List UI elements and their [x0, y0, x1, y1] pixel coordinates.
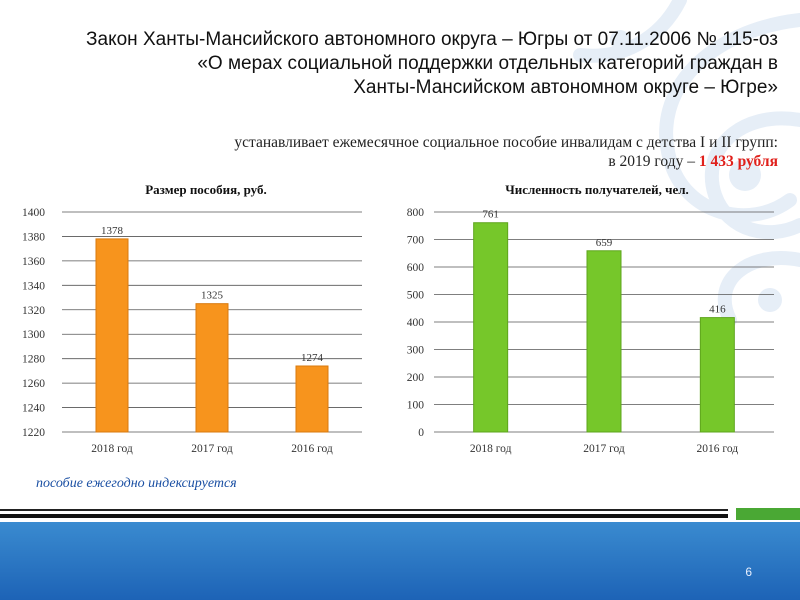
benefit-y-tick-label: 1340 — [22, 280, 45, 292]
footer-separator — [0, 508, 800, 520]
benefit-bar — [195, 303, 229, 433]
subtitle-line-2: в 2019 году – 1 433 рубля — [234, 152, 778, 171]
benefit-bar — [95, 238, 129, 433]
benefit-amount: 1 433 рубля — [698, 153, 778, 170]
recipients-y-tick-label: 200 — [407, 372, 425, 384]
title-line-1: Закон Ханты-Мансийского автономного окру… — [86, 29, 778, 50]
subtitle: устанавливает ежемесячное социальное пос… — [234, 133, 778, 171]
recipients-data-label: 659 — [596, 237, 613, 249]
recipients-y-tick-label: 600 — [407, 262, 425, 274]
recipients-category-label: 2018 год — [470, 443, 512, 455]
benefit-data-label: 1274 — [301, 352, 324, 364]
benefit-y-tick-label: 1280 — [22, 354, 45, 366]
recipients-category-label: 2016 год — [697, 443, 739, 455]
benefit-y-tick-label: 1300 — [22, 329, 45, 341]
title-line-2: «О мерах социальной поддержки отдельных … — [197, 53, 778, 74]
benefit-y-tick-label: 1360 — [22, 256, 45, 268]
benefit-y-tick-label: 1380 — [22, 231, 45, 243]
recipients-count-chart: Численность получателей, чел. 0 100 200 300 4… — [407, 182, 774, 455]
decorative-ornament — [573, 0, 800, 327]
indexation-note: пособие ежегодно индексируется — [36, 476, 237, 491]
benefit-title: Размер пособия, руб. — [145, 182, 267, 197]
title-line-3: Ханты-Мансийском автономном округе – Югр… — [353, 77, 778, 98]
subtitle-line-2-prefix: в 2019 году – — [608, 153, 699, 170]
recipients-y-tick-label: 100 — [407, 400, 425, 412]
recipients-bar — [586, 250, 622, 433]
recipients-bar — [473, 222, 509, 433]
recipients-y-tick-label: 300 — [407, 345, 425, 357]
benefit-y-tick-label: 1220 — [22, 427, 45, 439]
recipients-bar — [699, 317, 735, 433]
benefit-data-label: 1325 — [201, 290, 224, 302]
benefit-category-label: 2017 год — [191, 443, 233, 455]
recipients-data-label: 761 — [482, 209, 499, 221]
subtitle-line-1: устанавливает ежемесячное социальное пос… — [234, 134, 778, 151]
benefit-category-label: 2018 год — [91, 443, 133, 455]
benefit-data-label: 1378 — [101, 225, 124, 237]
page-number: 6 — [745, 565, 752, 579]
recipients-title: Численность получателей, чел. — [505, 182, 689, 197]
benefit-category-label: 2016 год — [291, 443, 333, 455]
recipients-y-tick-label: 0 — [418, 427, 424, 439]
recipients-category-label: 2017 год — [583, 443, 625, 455]
benefit-y-tick-label: 1240 — [22, 403, 45, 415]
recipients-y-tick-label: 500 — [407, 290, 425, 302]
recipients-y-tick-label: 800 — [407, 207, 425, 219]
recipients-y-tick-label: 700 — [407, 235, 425, 247]
benefit-bar — [295, 365, 329, 433]
recipients-y-tick-label: 400 — [407, 317, 425, 329]
page-title: Закон Ханты-Мансийского автономного окру… — [20, 28, 778, 100]
recipients-data-label: 416 — [709, 304, 726, 316]
benefit-y-tick-label: 1320 — [22, 305, 45, 317]
benefit-y-tick-label: 1400 — [22, 207, 45, 219]
benefit-size-chart: Размер пособия, руб. 1220 1240 1260 1280 1300… — [22, 182, 362, 455]
benefit-y-tick-label: 1260 — [22, 378, 45, 390]
footer-bar — [0, 522, 800, 600]
